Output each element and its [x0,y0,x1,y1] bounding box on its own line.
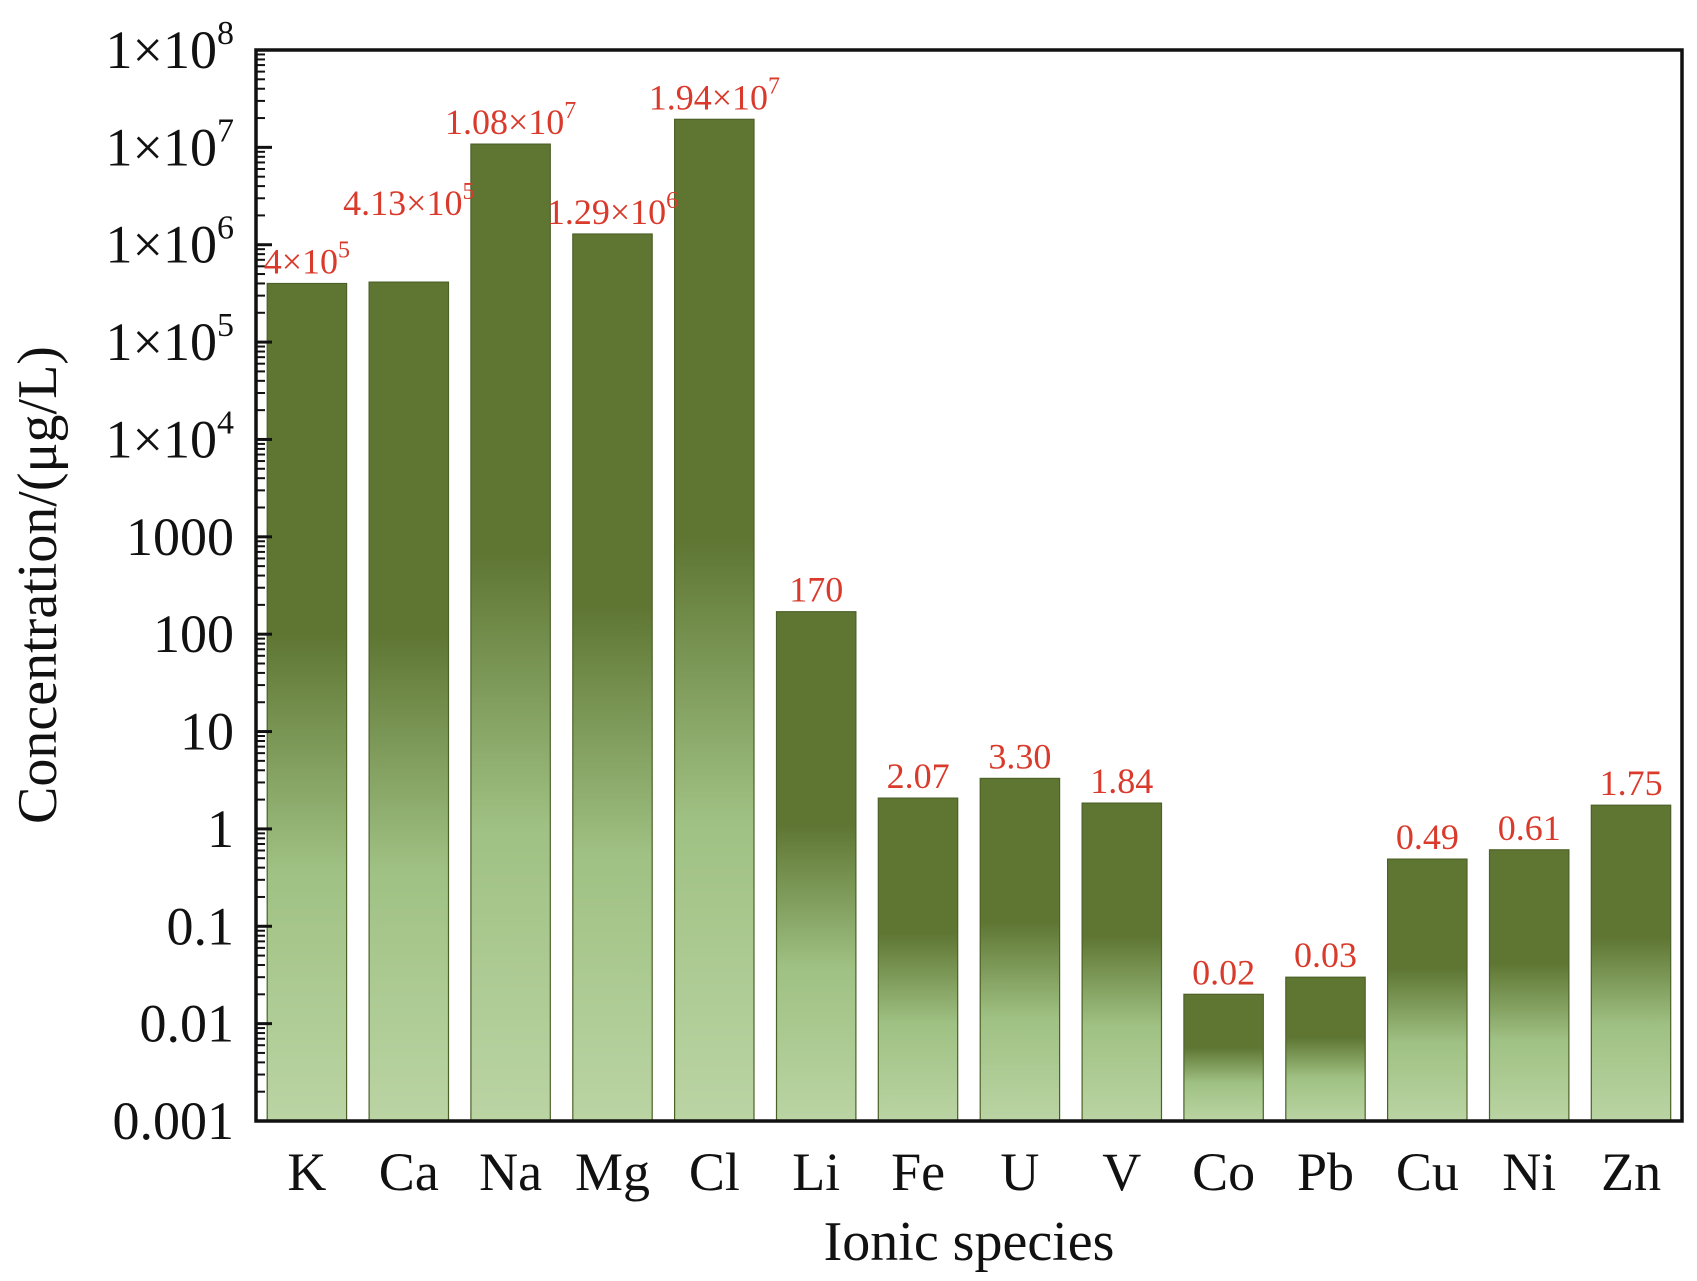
x-tick-label: Cl [689,1142,740,1202]
y-tick-label: 0.1 [167,896,235,956]
x-tick-label: Na [479,1142,542,1202]
data-label-mantissa: 1.29×10 [547,192,666,232]
bar-pb [1285,976,1366,1122]
y-tick-label: 0.001 [113,1091,235,1151]
x-tick-label: Mg [575,1142,650,1202]
data-label: 0.61 [1498,808,1561,848]
y-tick-base: 0.001 [113,1091,235,1151]
bar-na [470,143,551,1122]
data-label-exponent: 7 [768,73,780,99]
y-tick-exponent: 7 [217,112,234,149]
data-label: 0.49 [1396,817,1459,857]
y-tick-base: 1×10 [106,215,217,275]
data-label: 4.13×105 [343,179,474,223]
plot-frame [254,48,1684,1123]
bar-fe [877,797,959,1122]
data-label-mantissa: 170 [789,570,843,610]
data-label-exponent: 5 [462,179,474,205]
y-tick-label: 1×108 [106,15,234,80]
y-tick-base: 1×10 [106,20,217,80]
bar-zn [1590,804,1672,1122]
y-axis-tick-labels: 0.0010.010.111010010001×1041×1051×1061×1… [106,15,234,1151]
data-labels: 4×1054.13×1051.08×1071.29×1061.94×107170… [264,73,1663,992]
y-tick-base: 10 [180,702,234,762]
data-label-mantissa: 0.02 [1192,952,1255,992]
bar-ca [368,281,450,1122]
y-tick-label: 0.01 [140,994,235,1054]
y-tick-base: 100 [153,604,234,664]
data-label-mantissa: 3.30 [988,736,1051,776]
x-axis-title: Ionic species [824,1211,1115,1273]
data-label: 1.84 [1090,761,1153,801]
x-tick-label: K [287,1142,326,1202]
bar-ni [1488,849,1570,1122]
data-label: 0.02 [1192,952,1255,992]
y-tick-base: 1 [207,799,234,859]
y-tick-exponent: 8 [217,15,234,52]
data-label-mantissa: 1.94×10 [649,77,768,117]
y-tick-label: 1000 [126,507,234,567]
y-tick-label: 1 [207,799,234,859]
data-label-mantissa: 0.61 [1498,808,1561,848]
data-label-mantissa: 4×10 [264,242,338,282]
y-tick-label: 100 [153,604,234,664]
bars-layer [266,118,1672,1122]
y-tick-exponent: 6 [217,210,234,247]
data-label: 4×105 [264,238,350,282]
data-label-exponent: 5 [338,238,350,264]
data-label: 170 [789,570,843,610]
data-label: 1.29×106 [547,188,678,232]
y-tick-label: 1×104 [106,405,234,470]
x-tick-label: Cu [1396,1142,1459,1202]
y-axis-title: Concentration/(μg/L) [7,346,69,824]
bar-cl [673,118,755,1122]
y-tick-base: 1×10 [106,410,217,470]
data-label: 0.03 [1294,935,1357,975]
data-label-mantissa: 0.49 [1396,817,1459,857]
data-label-mantissa: 4.13×10 [343,183,462,223]
y-tick-base: 1000 [126,507,234,567]
data-label: 3.30 [988,736,1051,776]
bar-v [1081,802,1163,1122]
bar-li [775,611,857,1122]
data-label-mantissa: 2.07 [887,756,950,796]
x-tick-label: Zn [1601,1142,1661,1202]
data-label: 1.08×107 [445,98,576,142]
y-tick-base: 0.1 [167,896,235,956]
data-label: 1.94×107 [649,73,780,117]
data-label-exponent: 6 [666,188,678,214]
bar-k [266,282,348,1122]
y-tick-label: 1×107 [106,112,234,177]
x-tick-label: Li [792,1142,840,1202]
x-tick-label: U [1000,1142,1039,1202]
y-tick-label: 1×105 [106,307,234,372]
bar-mg [572,233,653,1122]
y-tick-exponent: 4 [217,405,234,442]
data-label-exponent: 7 [564,98,576,124]
data-label: 2.07 [887,756,950,796]
x-tick-label: Pb [1297,1142,1354,1202]
y-tick-label: 1×106 [106,210,234,275]
data-label-mantissa: 1.08×10 [445,102,564,142]
data-label-mantissa: 1.84 [1090,761,1153,801]
x-tick-label: V [1102,1142,1141,1202]
y-tick-base: 0.01 [140,994,235,1054]
data-label-mantissa: 0.03 [1294,935,1357,975]
x-axis-tick-labels: K Ca Na Mg Cl Li Fe U V Co Pb Cu Ni Zn [287,1142,1661,1202]
x-tick-label: Fe [891,1142,945,1202]
y-tick-base: 1×10 [106,117,217,177]
x-tick-label: Ni [1502,1142,1556,1202]
x-tick-label: Ca [379,1142,439,1202]
y-tick-base: 1×10 [106,312,217,372]
data-label: 1.75 [1600,763,1663,803]
data-label-mantissa: 1.75 [1600,763,1663,803]
y-tick-exponent: 5 [217,307,234,344]
bar-co [1183,993,1264,1122]
bar-cu [1386,858,1468,1122]
bar-u [979,777,1061,1122]
x-tick-label: Co [1192,1142,1255,1202]
y-tick-label: 10 [180,702,234,762]
